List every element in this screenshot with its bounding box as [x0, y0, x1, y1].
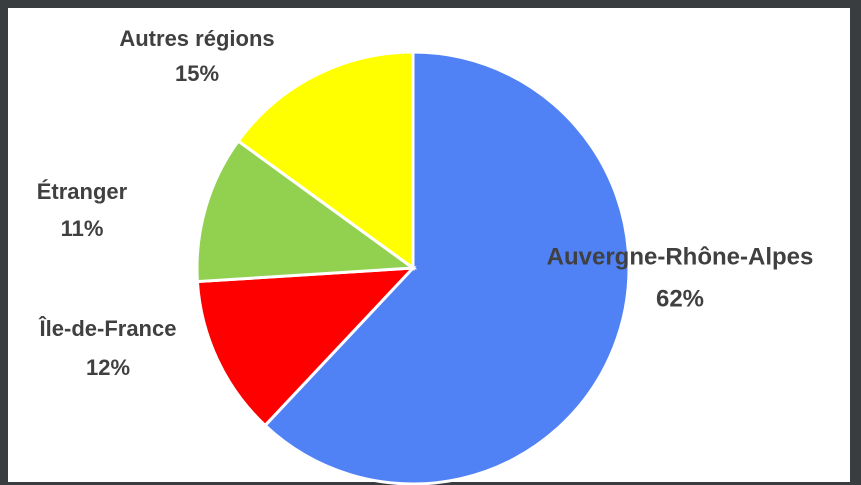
category-label: Auvergne-Rhône-Alpes [547, 243, 814, 270]
value-label: 15% [175, 61, 219, 86]
value-label: 11% [61, 216, 104, 241]
category-label: Autres régions [119, 26, 274, 51]
category-label: Étranger [37, 179, 128, 204]
page: Auvergne-Rhône-Alpes 62% Île-de-France 12% É… [0, 0, 861, 485]
chart: Auvergne-Rhône-Alpes 62% Île-de-France 12% É… [0, 0, 861, 485]
category-label: Île-de-France [39, 316, 177, 341]
value-label: 12% [86, 355, 130, 380]
value-label: 62% [656, 285, 704, 312]
